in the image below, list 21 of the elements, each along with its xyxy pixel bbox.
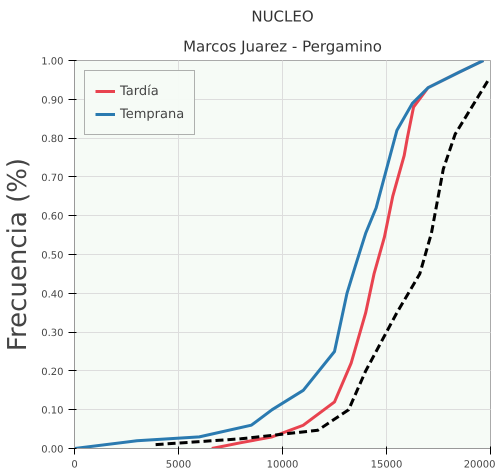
y-axis-title: Frecuencia (%) [3, 158, 34, 352]
y-tick-label: 0.70 [41, 172, 64, 184]
chart-title: NUCLEO [251, 8, 314, 26]
y-tick-label: 0.20 [41, 366, 64, 378]
chart-subtitle: Marcos Juarez - Pergamino [183, 38, 382, 56]
x-tick-label: 0 [71, 460, 78, 470]
y-tick-label: 0.60 [41, 212, 64, 223]
y-tick-label: 0.10 [41, 406, 64, 417]
y-tick-label: 0.50 [41, 250, 64, 262]
legend-label: Temprana [120, 106, 184, 122]
y-tick-label: 0.90 [41, 95, 64, 106]
x-tick-label: 5000 [166, 460, 192, 470]
y-tick-label: 0.80 [41, 134, 64, 146]
x-tick-label: 10000 [266, 460, 298, 470]
x-tick-label: 15000 [370, 460, 402, 470]
y-tick-label: 1.00 [41, 56, 64, 68]
x-tick-label: 20000 [464, 460, 496, 470]
y-tick-label: 0.40 [41, 289, 64, 300]
y-tick-label: 0.00 [41, 444, 64, 456]
legend-label: Tardía [120, 84, 159, 98]
y-tick-label: 0.30 [41, 328, 64, 340]
